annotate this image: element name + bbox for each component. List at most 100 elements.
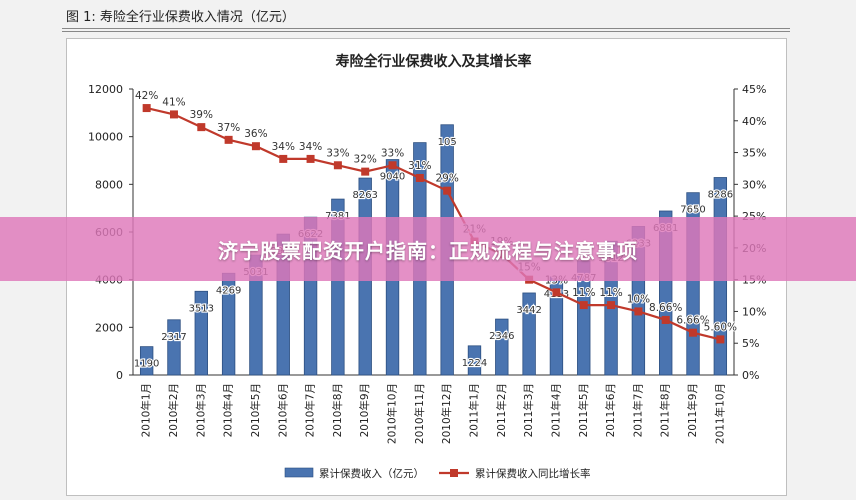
growth-value-label: 11% (599, 287, 622, 299)
x-category-label: 2010年10月 (386, 383, 399, 444)
bar-value-label: 8263 (352, 190, 377, 201)
x-category-label: 2010年8月 (331, 383, 344, 437)
bar-value-label: 8286 (708, 190, 733, 201)
growth-marker (552, 288, 561, 297)
x-category-label: 2011年1月 (467, 383, 480, 437)
growth-marker (224, 135, 233, 144)
x-category-label: 2011年3月 (522, 383, 535, 437)
x-category-label: 2010年2月 (167, 383, 180, 437)
x-category-label: 2011年2月 (495, 383, 508, 437)
growth-marker (415, 173, 424, 182)
growth-value-label: 34% (299, 141, 322, 153)
growth-value-label: 10% (627, 293, 650, 305)
growth-value-label: 41% (162, 96, 185, 108)
x-category-label: 2011年6月 (604, 383, 617, 437)
growth-marker (607, 301, 616, 310)
growth-marker (251, 142, 260, 151)
x-category-label: 2011年4月 (549, 383, 562, 437)
growth-marker (169, 110, 178, 119)
growth-marker (661, 315, 670, 324)
growth-marker (197, 123, 206, 132)
growth-marker (443, 186, 452, 195)
banner-text: 济宁股票配资开户指南：正规流程与注意事项 (218, 238, 638, 263)
growth-value-label: 33% (381, 147, 404, 159)
y-right-tick-label: 30% (742, 178, 766, 191)
growth-marker (279, 154, 288, 163)
growth-value-label: 33% (326, 147, 349, 159)
growth-value-label: 11% (572, 287, 595, 299)
growth-value-label: 37% (217, 122, 240, 134)
bar (139, 346, 154, 376)
growth-marker (388, 161, 397, 170)
legend-line-marker (450, 469, 458, 477)
bar-value-label: 3442 (516, 305, 541, 316)
legend-bar-swatch (284, 467, 314, 478)
top-rule (62, 28, 790, 29)
growth-marker (689, 328, 698, 337)
y-right-tick-label: 0% (742, 369, 759, 382)
growth-value-label: 36% (244, 128, 267, 140)
overlay-banner[interactable]: 济宁股票配资开户指南：正规流程与注意事项 (0, 217, 856, 281)
bar-value-label: 9040 (380, 172, 405, 183)
x-category-label: 2010年7月 (304, 383, 317, 437)
legend-line-label: 累计保费收入同比增长率 (475, 467, 591, 480)
bar-value-label: 7650 (680, 205, 705, 216)
x-category-label: 2010年1月 (140, 383, 153, 437)
growth-value-label: 5.60% (704, 321, 737, 333)
bar (167, 319, 181, 376)
growth-marker (579, 301, 588, 310)
legend-bar-label: 累计保费收入（亿元） (319, 467, 424, 480)
x-category-label: 2010年12月 (440, 383, 453, 444)
y-left-tick-label: 10000 (88, 131, 123, 144)
y-right-tick-label: 40% (742, 115, 766, 128)
growth-marker (634, 307, 643, 316)
bar (522, 292, 536, 376)
growth-value-label: 39% (190, 109, 213, 121)
growth-marker (361, 167, 370, 176)
bar-value-label: 3513 (189, 303, 214, 314)
growth-line (146, 106, 721, 341)
y-right-tick-label: 10% (742, 305, 766, 318)
bar-value-label: 2346 (489, 331, 514, 342)
x-category-label: 2011年9月 (686, 383, 699, 437)
x-category-label: 2010年3月 (194, 383, 207, 437)
y-right-tick-label: 35% (742, 147, 766, 160)
figure-title: 图 1: 寿险全行业保费收入情况（亿元） (66, 10, 295, 25)
bar (495, 318, 509, 376)
bar-value-label: 1224 (462, 358, 487, 369)
y-right-tick-label: 45% (742, 83, 766, 96)
x-category-label: 2011年10月 (713, 383, 726, 444)
bar (467, 345, 482, 376)
top-rule-inner (62, 31, 790, 32)
growth-value-label: 32% (354, 154, 377, 166)
growth-marker (716, 335, 725, 344)
y-right-tick-label: 5% (742, 337, 759, 350)
growth-value-label: 8.66% (649, 302, 682, 314)
growth-value-label: 42% (135, 90, 158, 102)
growth-value-label: 6.66% (676, 315, 709, 327)
y-left-tick-label: 2000 (95, 321, 123, 334)
bar-value-label: 105 (438, 137, 457, 148)
growth-value-label: 29% (435, 173, 458, 185)
bar-value-label: 1190 (134, 359, 159, 370)
growth-marker (142, 104, 151, 113)
growth-value-label: 34% (272, 141, 295, 153)
growth-value-label: 31% (408, 160, 431, 172)
y-left-tick-label: 8000 (95, 178, 123, 191)
x-category-label: 2010年11月 (413, 383, 426, 444)
x-category-label: 2010年6月 (276, 383, 289, 437)
x-category-label: 2010年4月 (222, 383, 235, 437)
bar-value-label: 2317 (161, 332, 186, 343)
chart-title: 寿险全行业保费收入及其增长率 (336, 53, 532, 70)
x-category-label: 2011年5月 (577, 383, 590, 437)
y-left-tick-label: 0 (116, 369, 123, 382)
growth-marker (333, 161, 342, 170)
y-left-tick-label: 12000 (88, 83, 123, 96)
bar (194, 290, 208, 376)
growth-marker (306, 154, 315, 163)
bar-value-label: 4269 (216, 285, 241, 296)
x-category-label: 2010年9月 (358, 383, 371, 437)
x-category-label: 2011年8月 (659, 383, 672, 437)
x-category-label: 2010年5月 (249, 383, 262, 437)
x-category-label: 2011年7月 (631, 383, 644, 437)
